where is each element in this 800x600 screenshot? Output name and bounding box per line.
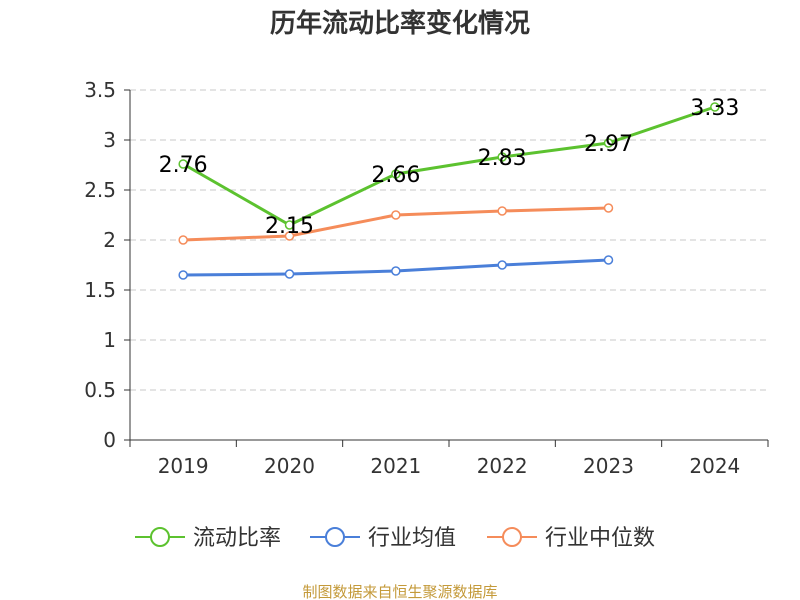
series-line	[182, 105, 716, 227]
data-label: 3.33	[690, 96, 739, 121]
data-point	[391, 169, 401, 179]
series-2	[178, 255, 614, 280]
y-tick-label: 3.5	[84, 78, 116, 102]
y-tick-label: 2.5	[84, 178, 116, 202]
data-point	[603, 255, 614, 265]
y-tick-label: 2	[103, 228, 116, 252]
legend-item-3: 行业中位数	[487, 526, 655, 551]
x-tick-label: 2020	[264, 454, 315, 478]
x-tick-label: 2022	[477, 454, 528, 478]
legend-marker-icon	[502, 527, 522, 547]
series-group: 2.76 2.15 2.66 2.83 2.97 3.33	[159, 96, 740, 280]
data-point	[284, 269, 295, 279]
data-point	[603, 138, 614, 148]
data-point	[178, 270, 188, 280]
data-label: 2.83	[478, 146, 527, 171]
data-label: 2.97	[584, 132, 633, 157]
data-label: 2.15	[265, 214, 314, 239]
legend-label: 流动比率	[193, 526, 281, 551]
y-tick-label: 1	[103, 328, 116, 352]
data-point	[178, 235, 188, 245]
source-note: 制图数据来自恒生聚源数据库	[302, 583, 497, 600]
x-tick-label: 2021	[370, 454, 421, 478]
data-point	[497, 152, 507, 162]
data-point	[284, 220, 295, 230]
legend-label: 行业中位数	[545, 526, 655, 551]
series-3	[178, 203, 614, 245]
data-point	[178, 159, 188, 169]
data-point	[391, 266, 401, 276]
legend-marker-icon	[150, 527, 170, 547]
data-label: 2.76	[159, 153, 208, 178]
data-point	[603, 203, 614, 213]
series-1: 2.76 2.15 2.66 2.83 2.97 3.33	[159, 96, 740, 239]
x-tick-label: 2019	[158, 454, 209, 478]
legend-marker-icon	[325, 527, 345, 547]
legend-item-2: 行业均值	[310, 526, 456, 551]
grid-lines	[130, 89, 768, 391]
y-tick-label: 0.5	[84, 378, 116, 402]
legend-label: 行业均值	[368, 526, 456, 551]
y-tick-label: 0	[103, 428, 116, 452]
x-tick-label: 2023	[583, 454, 634, 478]
data-label: 2.66	[371, 163, 420, 188]
x-tick-label: 2024	[689, 454, 740, 478]
y-tick-label: 3	[103, 128, 116, 152]
data-point	[497, 206, 507, 216]
data-point	[497, 260, 507, 270]
data-point	[710, 102, 720, 112]
data-point	[284, 231, 295, 241]
y-tick-label: 1.5	[84, 278, 116, 302]
data-point	[391, 210, 401, 220]
chart-title: 历年流动比率变化情况	[270, 8, 530, 39]
legend: 流动比率 行业均值 行业中位数	[135, 526, 655, 551]
legend-item-1: 流动比率	[135, 526, 281, 551]
axes: 0 0.5 1 1.5 2 2.5 3 3.5 2019 2020 2021 2022 2023 2024	[84, 78, 769, 478]
